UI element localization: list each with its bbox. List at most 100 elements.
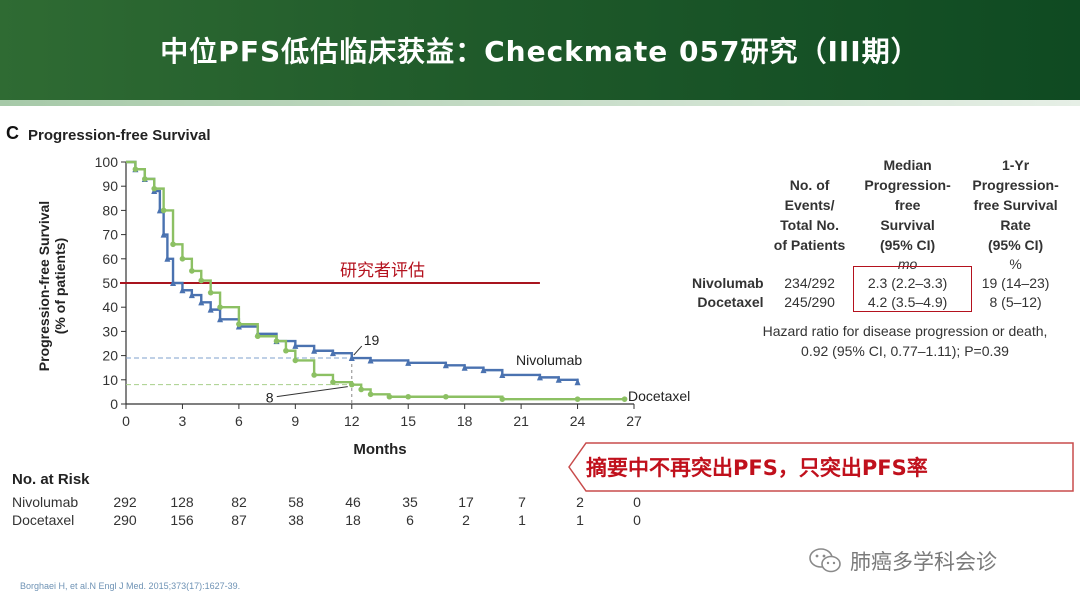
risk-value: 38 bbox=[288, 512, 304, 528]
censor-mark-nivolumab bbox=[164, 254, 171, 262]
stats-header-line: Progression- bbox=[972, 177, 1059, 193]
y-tick-label: 60 bbox=[102, 251, 118, 267]
stats-header-line: of Patients bbox=[773, 237, 846, 253]
x-tick-label: 9 bbox=[291, 413, 299, 429]
rate-nivolumab: 19 (14–23) bbox=[981, 275, 1050, 291]
censor-mark-docetaxel bbox=[574, 396, 581, 402]
risk-value: 35 bbox=[402, 494, 418, 510]
censor-mark-nivolumab bbox=[536, 373, 543, 381]
stats-header-line: (95% CI) bbox=[879, 237, 936, 253]
y-tick-label: 40 bbox=[102, 299, 118, 315]
stats-header-line: (95% CI) bbox=[987, 237, 1044, 253]
row-label-docetaxel: Docetaxel bbox=[697, 294, 764, 310]
censor-mark-docetaxel bbox=[443, 393, 449, 400]
censor-mark-nivolumab bbox=[461, 363, 468, 371]
censor-mark-nivolumab bbox=[160, 230, 167, 238]
stats-header-line: free Survival bbox=[973, 197, 1058, 213]
median-nivolumab: 2.3 (2.2–3.3) bbox=[867, 275, 948, 291]
banner-stripe bbox=[0, 100, 1080, 106]
risk-value: 292 bbox=[113, 494, 137, 510]
y-tick-label: 100 bbox=[95, 154, 119, 170]
censor-mark-nivolumab bbox=[170, 279, 177, 286]
stats-row-nivolumab: Nivolumab 234/292 2.3 (2.2–3.3) 19 (14–2… bbox=[688, 274, 1068, 293]
stats-row-docetaxel: Docetaxel 245/290 4.2 (3.5–4.9) 8 (5–12) bbox=[688, 293, 1068, 312]
censor-mark-nivolumab bbox=[217, 315, 224, 323]
censor-mark-docetaxel bbox=[283, 347, 289, 354]
x-tick-label: 21 bbox=[513, 413, 529, 429]
censor-mark-docetaxel bbox=[405, 393, 412, 400]
y-tick-label: 20 bbox=[102, 348, 118, 364]
stats-header-line: Median bbox=[883, 157, 932, 173]
risk-row-label-docetaxel: Docetaxel bbox=[12, 512, 75, 528]
risk-value: 1 bbox=[518, 512, 526, 528]
stats-header-line: No. of bbox=[789, 177, 830, 193]
callout-arrow-box bbox=[568, 442, 1074, 492]
pointer-19 bbox=[353, 345, 363, 356]
y-tick-label: 90 bbox=[102, 178, 118, 194]
unit-events bbox=[768, 255, 852, 274]
risk-row-label-nivolumab: Nivolumab bbox=[12, 494, 79, 510]
censor-mark-docetaxel bbox=[142, 176, 148, 182]
x-tick-label: 24 bbox=[570, 413, 586, 429]
censor-mark-nivolumab bbox=[198, 298, 205, 306]
censor-mark-docetaxel bbox=[236, 321, 242, 327]
censor-mark-docetaxel bbox=[151, 185, 158, 192]
events-nivolumab: 234/292 bbox=[784, 275, 835, 291]
y-tick-label: 30 bbox=[102, 323, 118, 339]
risk-value: 87 bbox=[231, 512, 247, 528]
censor-mark-docetaxel bbox=[367, 391, 374, 398]
chart-title: Progression-free Survival bbox=[28, 127, 211, 144]
stats-header-blank bbox=[688, 155, 768, 255]
censor-mark-docetaxel bbox=[198, 277, 205, 284]
stats-table: No. of Events/Total No. of Patients Median… bbox=[688, 155, 1068, 312]
risk-value: 18 bbox=[345, 512, 361, 528]
reference-lines bbox=[120, 282, 540, 404]
censor-mark-nivolumab bbox=[574, 378, 581, 386]
censor-mark-docetaxel bbox=[160, 207, 167, 214]
censor-mark-docetaxel bbox=[330, 379, 336, 386]
censor-mark-nivolumab bbox=[442, 361, 449, 369]
censor-mark-docetaxel bbox=[217, 304, 223, 311]
stats-header-line: Rate bbox=[1000, 217, 1031, 233]
censor-mark-docetaxel bbox=[273, 338, 280, 344]
risk-value: 2 bbox=[462, 512, 470, 528]
risk-table-title: No. at Risk bbox=[12, 471, 90, 488]
row-label-nivolumab: Nivolumab bbox=[692, 275, 764, 291]
label-19: 19 bbox=[364, 332, 380, 348]
y-tick-label: 0 bbox=[110, 396, 118, 412]
censor-mark-nivolumab bbox=[329, 349, 336, 357]
risk-value: 1 bbox=[576, 512, 584, 528]
risk-value: 46 bbox=[345, 494, 361, 510]
unit-rate: % bbox=[1009, 256, 1022, 272]
risk-value: 156 bbox=[170, 512, 194, 528]
unit-median: mo bbox=[897, 256, 918, 272]
y-tick-label: 50 bbox=[102, 275, 118, 291]
censor-mark-docetaxel bbox=[358, 386, 364, 393]
rate-docetaxel: 8 (5–12) bbox=[989, 294, 1042, 310]
stats-header-line: Survival bbox=[880, 217, 935, 233]
stats-header-rate: 1-Yr Progression-free Survival Rate (95% CI… bbox=[964, 155, 1068, 255]
y-axis-label: Progression-free Survival (% of patients… bbox=[36, 200, 68, 372]
citation: Borghaei H, et al.N Engl J Med. 2015;373… bbox=[20, 581, 241, 591]
x-axis-label: Months bbox=[353, 441, 407, 458]
label-8: 8 bbox=[266, 390, 274, 406]
censor-mark-docetaxel bbox=[132, 166, 139, 173]
censor-mark-nivolumab bbox=[367, 356, 374, 364]
stats-header-line: 1-Yr bbox=[1001, 157, 1030, 173]
censor-mark-nivolumab bbox=[292, 341, 299, 349]
risk-value: 17 bbox=[458, 494, 474, 510]
risk-value: 128 bbox=[170, 494, 194, 510]
series-layer bbox=[126, 160, 628, 402]
censor-mark-nivolumab bbox=[179, 286, 186, 294]
hazard-line-2: 0.92 (95% CI, 0.77–1.11); P=0.39 bbox=[801, 343, 1009, 359]
x-tick-label: 27 bbox=[626, 413, 642, 429]
risk-value: 82 bbox=[231, 494, 247, 510]
censor-mark-nivolumab bbox=[207, 305, 214, 313]
risk-value: 290 bbox=[113, 512, 137, 528]
censor-mark-docetaxel bbox=[499, 396, 506, 402]
hazard-ratio-text: Hazard ratio for disease progression or … bbox=[735, 321, 1075, 361]
stats-header-events: No. of Events/Total No. of Patients bbox=[768, 155, 852, 255]
censor-mark-nivolumab bbox=[348, 354, 355, 362]
censor-mark-docetaxel bbox=[348, 381, 355, 388]
